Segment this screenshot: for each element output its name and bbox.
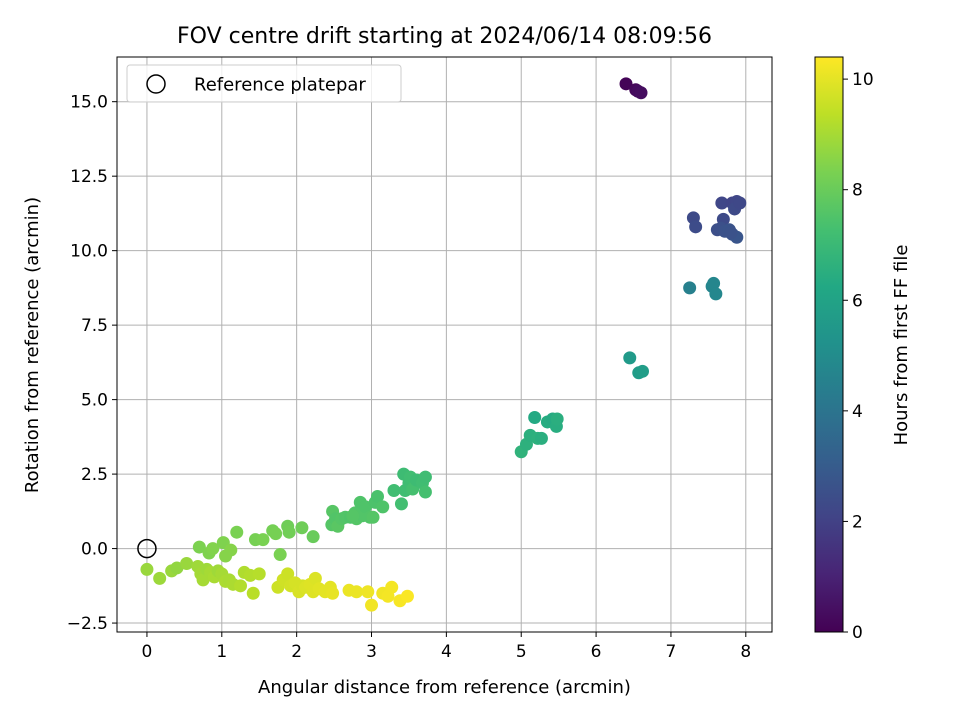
- data-point: [528, 410, 542, 424]
- data-point: [206, 542, 220, 556]
- reference-marker-group: [137, 538, 157, 559]
- data-point: [635, 364, 649, 378]
- data-point: [230, 525, 244, 539]
- reference-platepar-marker: [137, 538, 157, 559]
- colorbar-tick-label: 8: [852, 181, 863, 201]
- data-point: [724, 226, 738, 240]
- data-point: [224, 543, 238, 557]
- data-point: [308, 571, 322, 585]
- data-point: [326, 586, 340, 600]
- data-point: [295, 521, 309, 535]
- data-point: [252, 567, 266, 581]
- data-point: [180, 556, 194, 570]
- x-tick-label: 5: [516, 642, 527, 662]
- x-axis-label: Angular distance from reference (arcmin): [258, 677, 631, 698]
- x-tick-label: 3: [366, 642, 377, 662]
- data-point: [418, 470, 432, 484]
- data-point: [634, 86, 648, 100]
- y-tick-label: 2.5: [81, 465, 108, 485]
- colorbar-tick-label: 2: [852, 512, 863, 532]
- x-tick-label: 8: [740, 642, 751, 662]
- data-point: [273, 548, 287, 562]
- legend-box: [126, 64, 402, 103]
- data-point: [346, 509, 360, 523]
- data-point: [376, 500, 390, 514]
- data-point: [733, 196, 747, 210]
- data-point: [170, 561, 184, 575]
- x-tick-label: 7: [666, 642, 677, 662]
- data-point: [306, 530, 320, 544]
- data-point: [361, 585, 375, 599]
- data-point: [282, 525, 296, 539]
- data-point: [281, 567, 295, 581]
- data-point: [683, 281, 697, 295]
- plot-frame: [116, 56, 773, 633]
- colorbar: 0 2 4 6 8 10 Hours from first FF file: [814, 56, 912, 643]
- colorbar-tick-label: 10: [852, 70, 874, 90]
- data-point: [534, 431, 548, 445]
- y-axis-label: Rotation from reference (arcmin): [22, 197, 43, 493]
- data-point: [359, 500, 373, 514]
- data-point: [394, 497, 408, 511]
- x-axis-ticks: 0 1 2 3 4 5 6 7 8: [142, 632, 751, 662]
- data-point: [269, 527, 283, 541]
- data-point: [140, 562, 154, 576]
- data-point: [246, 586, 260, 600]
- data-point: [689, 220, 703, 234]
- y-tick-label: 15.0: [70, 93, 108, 113]
- y-tick-label: 7.5: [81, 316, 108, 336]
- data-point: [153, 571, 167, 585]
- data-point: [707, 276, 721, 290]
- legend: Reference platepar: [126, 64, 402, 103]
- data-point: [350, 585, 364, 599]
- x-tick-label: 0: [142, 642, 153, 662]
- y-tick-label: 0.0: [81, 540, 108, 560]
- data-point: [371, 489, 385, 503]
- data-point: [418, 485, 432, 499]
- data-point: [192, 540, 206, 554]
- x-tick-label: 1: [216, 642, 227, 662]
- colorbar-gradient: [814, 56, 844, 633]
- data-point: [365, 598, 379, 612]
- legend-marker: [146, 74, 166, 94]
- data-point: [715, 196, 729, 210]
- y-tick-label: 5.0: [81, 391, 108, 411]
- data-point: [387, 483, 401, 497]
- data-point: [709, 287, 723, 301]
- colorbar-ticks: 0 2 4 6 8 10: [843, 70, 874, 643]
- x-tick-label: 6: [591, 642, 602, 662]
- colorbar-tick-label: 6: [852, 291, 863, 311]
- x-tick-label: 4: [441, 642, 452, 662]
- colorbar-tick-label: 0: [852, 623, 863, 643]
- data-point: [619, 77, 633, 91]
- colorbar-tick-label: 4: [852, 402, 863, 422]
- x-tick-label: 2: [291, 642, 302, 662]
- data-point: [550, 412, 564, 426]
- y-axis-ticks: −2.5 0.0 2.5 5.0 7.5 10.0 12.5 15.0: [67, 93, 117, 634]
- data-point: [366, 510, 380, 524]
- chart-title: FOV centre drift starting at 2024/06/14 …: [177, 24, 712, 49]
- y-tick-label: 12.5: [70, 167, 108, 187]
- data-point: [623, 351, 637, 365]
- colorbar-label: Hours from first FF file: [891, 245, 912, 446]
- data-point: [234, 579, 248, 593]
- y-tick-label: −2.5: [67, 614, 108, 634]
- legend-entry: Reference platepar: [194, 75, 366, 96]
- data-point: [400, 589, 414, 603]
- y-tick-label: 10.0: [70, 242, 108, 262]
- scatter-points: [140, 77, 747, 612]
- data-point: [256, 533, 270, 547]
- data-point: [385, 580, 399, 594]
